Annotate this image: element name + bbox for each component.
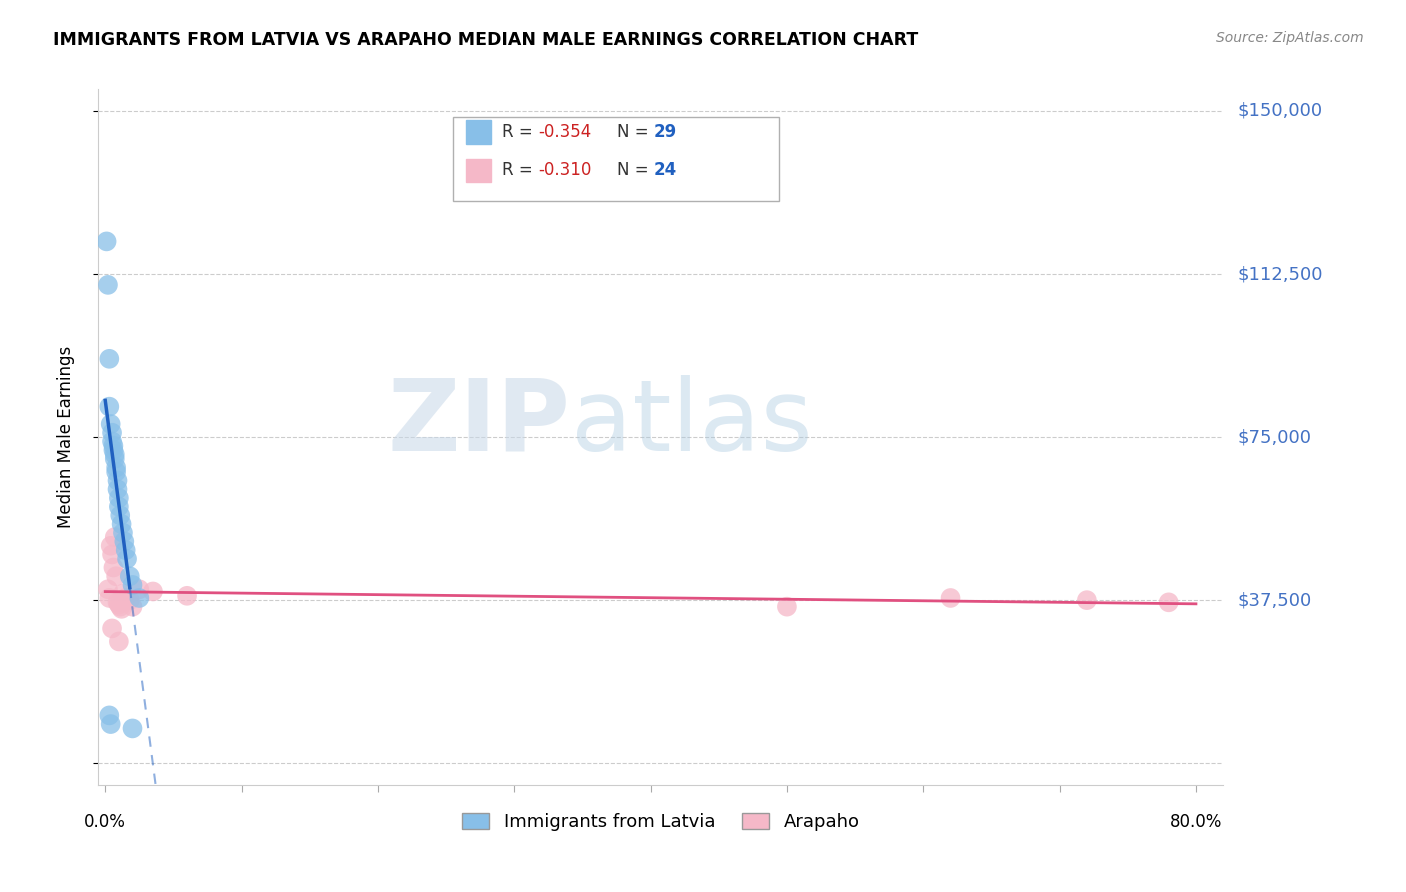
Point [101,425,124,440]
Text: 24: 24 [654,161,678,179]
Point [98,400,121,414]
Point [118,569,141,583]
Text: $112,500: $112,500 [1237,265,1323,283]
Point [104,447,127,462]
Text: N =: N = [617,161,654,179]
Point [939,591,962,605]
Text: R =: R = [502,161,538,179]
Text: ZIP: ZIP [388,375,571,472]
Point [110,516,132,531]
FancyBboxPatch shape [467,120,491,144]
Text: Source: ZipAtlas.com: Source: ZipAtlas.com [1216,31,1364,45]
Point [103,443,125,458]
Point [97,582,120,597]
FancyBboxPatch shape [467,159,491,182]
Text: 0.0%: 0.0% [84,813,127,830]
Point [96,235,118,249]
Point [142,584,165,599]
Point [98,708,121,723]
Point [103,439,125,453]
Point [114,591,136,605]
Point [108,500,131,514]
Point [98,591,121,605]
Point [110,602,132,616]
Point [110,508,132,523]
Point [1157,595,1180,609]
Text: 80.0%: 80.0% [1170,813,1222,830]
FancyBboxPatch shape [453,117,779,201]
Point [121,722,143,736]
Point [108,634,131,648]
Point [103,560,125,574]
Text: $75,000: $75,000 [1237,428,1312,446]
Text: $37,500: $37,500 [1237,591,1312,609]
Point [105,460,128,475]
Point [115,551,138,566]
Point [111,525,134,540]
Point [108,491,131,505]
Point [107,482,129,496]
Y-axis label: Median Male Earnings: Median Male Earnings [56,346,75,528]
Point [114,543,136,558]
Point [101,434,124,449]
Point [107,474,129,488]
Point [97,277,120,292]
Point [105,465,128,479]
Point [107,595,129,609]
Point [110,599,132,614]
Point [118,593,141,607]
Text: -0.310: -0.310 [538,161,592,179]
Legend: Immigrants from Latvia, Arapaho: Immigrants from Latvia, Arapaho [454,805,868,838]
Text: N =: N = [617,123,654,141]
Point [108,598,131,612]
Point [98,351,121,366]
Point [104,530,127,544]
Point [101,621,124,635]
Point [100,539,122,553]
Point [121,578,143,592]
Point [776,599,799,614]
Text: atlas: atlas [571,375,813,472]
Text: 29: 29 [654,123,678,141]
Point [1076,593,1098,607]
Text: IMMIGRANTS FROM LATVIA VS ARAPAHO MEDIAN MALE EARNINGS CORRELATION CHART: IMMIGRANTS FROM LATVIA VS ARAPAHO MEDIAN… [53,31,918,49]
Point [128,591,150,605]
Point [111,587,134,601]
Point [101,548,124,562]
Point [105,569,128,583]
Point [121,599,143,614]
Text: $150,000: $150,000 [1237,102,1322,120]
Point [104,451,127,466]
Point [112,534,135,549]
Point [100,417,122,431]
Point [128,582,150,597]
Text: -0.354: -0.354 [538,123,592,141]
Point [100,717,122,731]
Text: R =: R = [502,123,538,141]
Point [176,589,198,603]
